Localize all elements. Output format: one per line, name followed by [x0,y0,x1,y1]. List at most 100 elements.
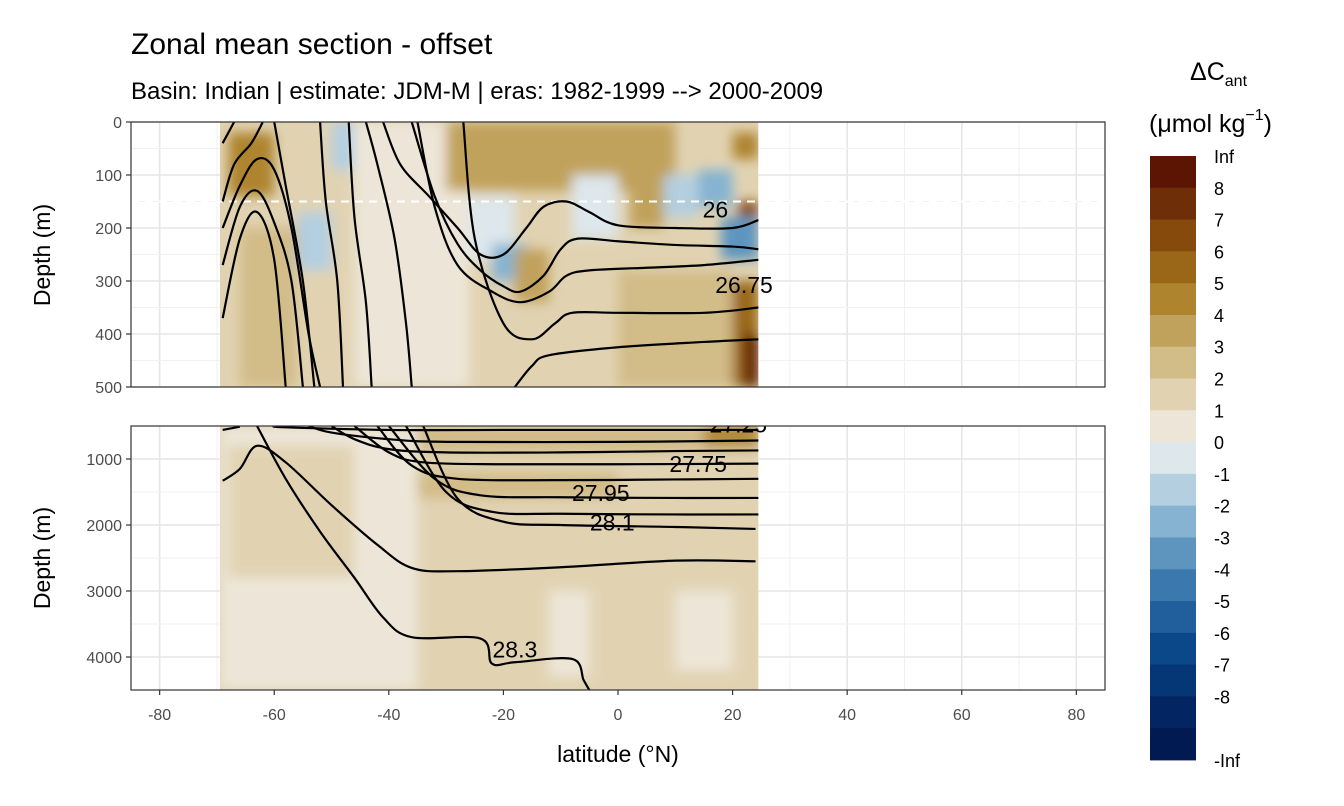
x-tick-label: 0 [614,707,623,724]
field-region [549,591,590,677]
panel-upper-y-axis: 0 100 200 300 400 500 [95,115,131,397]
contour-label: 26 [703,196,729,222]
isopycnal-line [273,122,316,387]
field-region [629,180,664,228]
legend-title-sub: ant [1225,73,1248,90]
y-tick-label: 400 [95,327,122,344]
legend-key [1150,283,1196,316]
legend-key [1150,156,1196,189]
field-region [354,122,424,387]
legend-key [1150,728,1196,761]
panel-lower: 27.25 27.75 27.95 28.1 28.3 1000 2000 3000 4000… [29,425,1106,691]
isopycnal-line [514,338,759,387]
panel-lower-contour-labels: 27.25 27.75 27.95 28.1 28.3 [492,426,767,663]
contour-label: 28.3 [492,637,537,663]
isopycnal-line [272,426,759,432]
x-tick-label: 60 [953,707,971,724]
y-axis-label-lower: Depth (m) [29,507,55,609]
contour-label: 26.75 [715,272,773,298]
isopycnal-line [405,426,759,516]
panel-lower-fill [131,426,1105,690]
legend-key [1150,219,1196,252]
isopycnal-line [308,426,759,444]
field-region [297,212,332,271]
isopycnal-line [462,122,759,341]
field-blended-fills [219,426,759,690]
y-tick-label: 4000 [86,650,122,667]
isopycnal-line [256,426,591,690]
legend-label: -Inf [1214,751,1241,771]
legend-label: Inf [1214,147,1235,167]
no-data-area [131,122,1105,387]
x-tick-label: -60 [263,707,286,724]
panel-upper-fill [131,122,1105,387]
isopycnal-line [353,426,759,466]
legend-title: ΔCant [1190,58,1248,90]
field-region [675,591,733,671]
legend-key [1150,442,1196,475]
field-region [738,201,759,218]
y-tick-label: 500 [95,380,122,397]
y-tick-label: 2000 [86,518,122,535]
legend-label: -6 [1214,624,1230,644]
contour-label: 27.95 [572,480,630,506]
isopycnal-line [222,444,756,573]
x-axis-label: latitude (°N) [557,741,679,767]
x-axis: -80 -60 -40 -20 0 20 40 60 80 [148,690,1085,724]
y-tick-label: 1000 [86,452,122,469]
isopycnal-line [222,426,241,432]
legend-key [1150,473,1196,507]
legend-label: 8 [1214,179,1224,199]
legend-label: 7 [1214,211,1224,231]
panel-lower-y-axis: 1000 2000 3000 4000 [86,452,131,667]
y-tick-label: 3000 [86,584,122,601]
x-tick-label: 80 [1067,707,1085,724]
legend-key [1150,410,1196,443]
legend-key [1150,378,1196,411]
legend-key [1150,314,1196,348]
legend-key [1150,346,1196,379]
field-region [732,132,759,160]
legend-unit-close: ) [1264,110,1272,138]
x-tick-label: -20 [492,707,515,724]
contour-label: 28.1 [590,509,635,535]
legend-key [1150,601,1196,634]
x-tick-label: 20 [724,707,742,724]
field-region [618,270,733,387]
legend-unit: (μmol kg−1) [1149,107,1272,138]
legend-label: 4 [1214,306,1224,326]
legend-key [1150,664,1196,697]
field-region [228,445,355,578]
field-region [663,175,699,218]
legend-label: -2 [1214,497,1230,517]
chart-title: Zonal mean section - offset [131,28,493,61]
legend-label: -4 [1214,560,1230,580]
field-region [721,217,759,260]
isopycnal-line [347,122,373,387]
y-tick-label: 100 [95,168,122,185]
legend-key [1150,569,1196,602]
panel-upper-contour-labels: 26 26.75 [703,196,773,298]
field-region [417,472,618,499]
isopycnal-line [416,122,759,304]
chart-subtitle: Basin: Indian | estimate: JDM-M | eras: … [131,78,823,105]
panel-upper-frame [130,121,1106,388]
isopycnal-line [221,210,287,387]
field-region [377,558,412,631]
legend-label: 1 [1214,401,1224,421]
legend-label: -5 [1214,592,1230,612]
legend-key [1150,187,1196,220]
legend-label: 3 [1214,338,1224,358]
x-tick-label: -80 [148,707,171,724]
legend-label: 0 [1214,433,1224,453]
isopycnal-line [410,122,759,294]
legend-key [1150,696,1196,729]
legend-key [1150,537,1196,570]
legend-label: -1 [1214,465,1230,485]
isopycnal-line [330,426,759,454]
isopycnal-line [221,122,236,144]
y-tick-label: 0 [113,115,122,132]
field-region [446,122,676,191]
panel-upper: 26 26.75 0 100 200 300 400 500 Depth (m) [29,115,1106,397]
